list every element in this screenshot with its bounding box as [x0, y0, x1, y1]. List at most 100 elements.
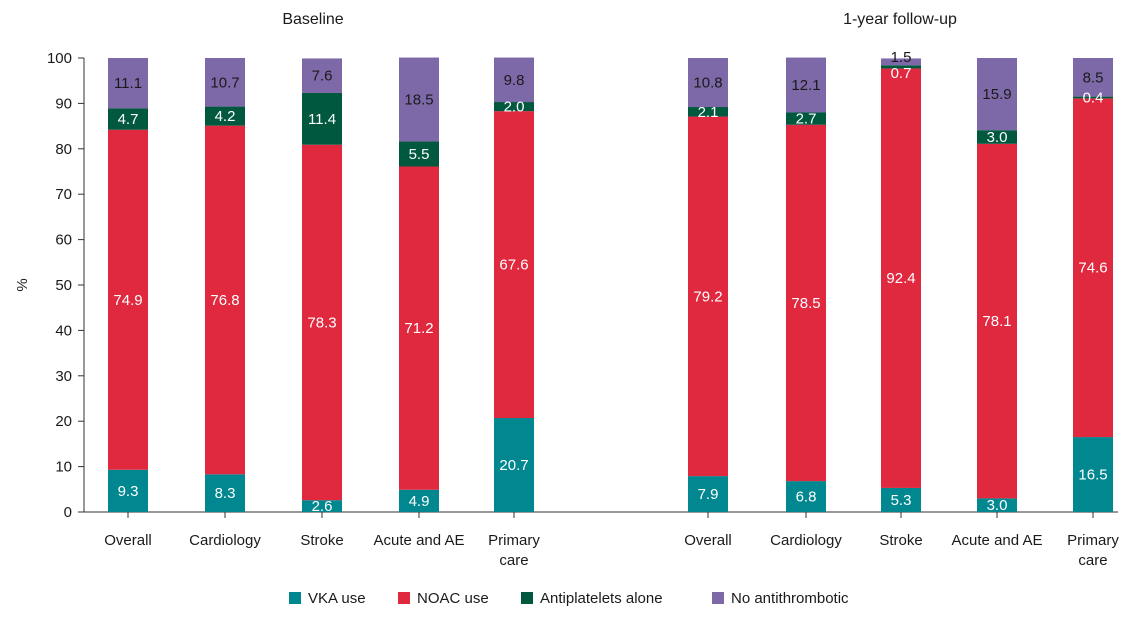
data-label: 15.9	[982, 86, 1011, 103]
data-label: 3.0	[987, 497, 1008, 514]
bar-segment	[399, 141, 439, 167]
bar-segment	[494, 418, 534, 512]
bar-segment	[205, 106, 245, 126]
data-label: 71.2	[404, 320, 433, 337]
data-label: 16.5	[1078, 467, 1107, 484]
bar-segment	[977, 130, 1017, 144]
legend-label: VKA use	[308, 590, 366, 607]
bar-segment	[108, 129, 148, 470]
data-label: 18.5	[404, 92, 433, 109]
category-label: Primary	[1067, 532, 1119, 549]
bar-segment	[494, 57, 534, 103]
category-label: Acute and AE	[952, 532, 1043, 549]
data-label: 4.9	[409, 493, 430, 510]
bar-segment	[688, 58, 728, 108]
bar-segment	[302, 500, 342, 512]
data-label: 12.1	[791, 77, 820, 94]
data-label: 4.2	[215, 108, 236, 125]
bar-segment	[494, 111, 534, 419]
bar-segment	[881, 58, 921, 66]
bar-segment	[108, 469, 148, 512]
data-label: 3.0	[987, 129, 1008, 146]
bar-segment	[1073, 98, 1113, 438]
data-label: 74.9	[113, 292, 142, 309]
bar-segment	[977, 498, 1017, 512]
data-label: 6.8	[796, 489, 817, 506]
bar-segment	[977, 58, 1017, 131]
panel-title: Baseline	[282, 11, 343, 28]
category-label: Overall	[104, 532, 152, 549]
data-label: 1.5	[891, 49, 912, 66]
panel-titles: Baseline 1-year follow-up	[282, 11, 957, 28]
y-tick-label: 20	[55, 413, 72, 430]
bar-segment	[1073, 437, 1113, 512]
category-label: Cardiology	[770, 532, 842, 549]
data-label: 9.8	[504, 72, 525, 89]
data-labels: 9.3 74.9 4.7 11.1 8.3 76.8 4.2 10.7 2.6 78.3 11.4 7…	[113, 49, 1107, 515]
bar-segment	[786, 124, 826, 482]
data-label: 0.7	[891, 65, 912, 82]
data-label: 11.1	[114, 75, 142, 92]
y-tick-label: 40	[55, 322, 72, 339]
bar-segment	[688, 476, 728, 512]
data-label: 5.3	[891, 492, 912, 509]
bar-segment	[977, 143, 1017, 499]
y-tick-label: 80	[55, 141, 72, 158]
data-label: 67.6	[499, 257, 528, 274]
category-label: care	[1078, 552, 1107, 569]
data-label: 8.5	[1083, 69, 1104, 86]
legend-label: NOAC use	[417, 590, 489, 607]
data-label: 78.3	[307, 314, 336, 331]
bar-segment	[205, 58, 245, 107]
y-tick-label: 60	[55, 232, 72, 249]
bar-segment	[688, 107, 728, 117]
data-label: 2.6	[312, 498, 333, 515]
axes: 0 10 20 30 40 50 60 70 80 90 100%	[14, 50, 1118, 521]
bar-segment	[1073, 96, 1113, 99]
y-tick-label: 50	[55, 277, 72, 294]
data-label: 2.0	[504, 99, 525, 116]
category-label: Stroke	[300, 532, 343, 549]
y-tick-label: 100	[47, 50, 72, 67]
legend-swatch	[289, 592, 301, 604]
legend-swatch	[521, 592, 533, 604]
legend-label: Antiplatelets alone	[540, 590, 663, 607]
bar-segment	[108, 108, 148, 130]
bar-segment	[786, 481, 826, 512]
data-label: 74.6	[1078, 260, 1107, 277]
bar-segment	[786, 57, 826, 113]
legend-label: No antithrombotic	[731, 590, 849, 607]
category-labels: Overall Cardiology Stroke Acute and AE Prima…	[104, 532, 1119, 569]
bar-segment	[494, 102, 534, 112]
data-label: 78.5	[791, 295, 820, 312]
bar-segment	[108, 58, 148, 109]
panel-title: 1-year follow-up	[843, 11, 957, 28]
y-axis-label: %	[14, 278, 31, 291]
bar-segment	[302, 92, 342, 145]
bar-segment	[302, 144, 342, 501]
category-label: Acute and AE	[374, 532, 465, 549]
bar-segment	[881, 68, 921, 488]
category-label: Overall	[684, 532, 732, 549]
category-label: Stroke	[879, 532, 922, 549]
data-label: 8.3	[215, 485, 236, 502]
bar-segment	[786, 112, 826, 125]
bar-segment	[399, 166, 439, 490]
legend-swatch	[712, 592, 724, 604]
data-label: 20.7	[499, 457, 528, 474]
bar-segment	[205, 125, 245, 475]
bars	[108, 57, 1113, 512]
bar-segment	[1073, 58, 1113, 97]
data-label: 7.9	[698, 486, 719, 503]
data-label: 79.2	[693, 288, 722, 305]
y-tick-label: 0	[64, 504, 72, 521]
data-label: 9.3	[118, 483, 139, 500]
data-label: 2.1	[698, 104, 719, 121]
category-label: Primary	[488, 532, 540, 549]
data-label: 7.6	[312, 68, 333, 85]
y-tick-label: 10	[55, 459, 72, 476]
y-tick-label: 90	[55, 95, 72, 112]
bar-segment	[688, 116, 728, 477]
legend-swatch	[398, 592, 410, 604]
